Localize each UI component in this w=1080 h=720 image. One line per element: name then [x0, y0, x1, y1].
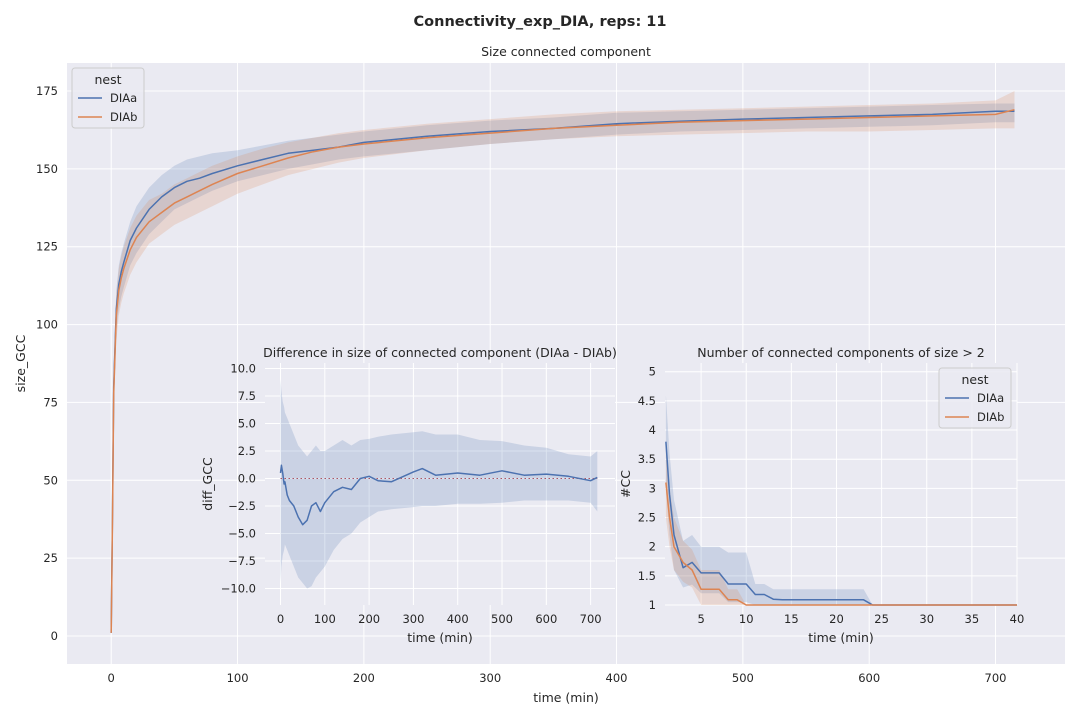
- count-x-tick-label: 30: [919, 612, 934, 626]
- main-y-tick-label: 25: [43, 551, 58, 565]
- count-y-axis-label: #CC: [618, 470, 633, 498]
- main-y-tick-label: 100: [36, 318, 58, 332]
- main-legend: nest DIAa DIAb: [71, 67, 145, 129]
- main-line-DIAb: [110, 108, 1015, 633]
- count-legend-label-DIAa: DIAa: [977, 391, 1004, 405]
- diff-line-DIAa: [279, 464, 598, 526]
- count-y-tick-label: 4.5: [638, 394, 656, 408]
- count-x-tick-label: 20: [829, 612, 844, 626]
- diff-x-tick-label: 700: [580, 612, 602, 626]
- main-legend-frame: [71, 67, 145, 129]
- main-x-tick-label: 600: [858, 671, 880, 685]
- count-legend-label-DIAb: DIAb: [977, 410, 1004, 424]
- count-x-tick-label: 10: [739, 612, 754, 626]
- main-x-tick-label: 400: [606, 671, 628, 685]
- count-x-tick-label: 35: [965, 612, 980, 626]
- main-line-DIAa: [110, 110, 1015, 633]
- main-x-tick-label: 0: [108, 671, 115, 685]
- main-ci-band-DIAa: [111, 103, 1015, 633]
- diff-ci-band-DIAa: [280, 379, 598, 589]
- main-legend-label-DIAa: DIAa: [110, 91, 137, 105]
- main-x-tick-label: 700: [985, 671, 1007, 685]
- count-y-tick-label: 1: [649, 598, 656, 612]
- diff-y-tick-label: 5.0: [238, 417, 256, 431]
- main-x-tick-label: 300: [479, 671, 501, 685]
- diff-y-tick-label: 7.5: [238, 389, 256, 403]
- diff-y-tick-label: −7.5: [228, 554, 256, 568]
- count-line-DIAa: [665, 441, 1017, 606]
- count-x-tick-label: 25: [874, 612, 889, 626]
- count-ci-band-DIAa: [665, 395, 1017, 605]
- diff-x-axis-label: time (min): [407, 630, 473, 645]
- diff-x-tick-label: 100: [314, 612, 336, 626]
- component-count-inset-chart: 5 10 15 20 25 30 35 40 1 1.5 2 2.5 3 3.5 4 4.5 5 Number o…: [618, 345, 1024, 645]
- main-x-axis-label: time (min): [533, 690, 599, 705]
- main-legend-title: nest: [94, 72, 121, 87]
- diff-plot-area: [265, 363, 615, 605]
- main-y-axis-label: size_GCC: [13, 334, 28, 392]
- diff-x-tick-label: 500: [491, 612, 513, 626]
- diff-x-tick-label: 600: [535, 612, 557, 626]
- diff-y-tick-label: −10.0: [221, 582, 256, 596]
- diff-y-tick-label: −5.0: [228, 527, 256, 541]
- main-x-tick-label: 100: [227, 671, 249, 685]
- count-y-tick-label: 1.5: [638, 569, 656, 583]
- diff-x-tick-label: 0: [277, 612, 284, 626]
- count-y-tick-label: 3: [649, 481, 656, 495]
- count-legend: nest DIAa DIAb: [938, 367, 1012, 429]
- diff-y-tick-label: 10.0: [230, 362, 256, 376]
- diff-x-tick-label: 200: [358, 612, 380, 626]
- count-y-tick-label: 2.5: [638, 511, 656, 525]
- figure-suptitle: Connectivity_exp_DIA, reps: 11: [414, 14, 667, 30]
- main-y-tick-label: 50: [43, 473, 58, 487]
- main-y-tick-label: 0: [51, 629, 58, 643]
- diff-x-tick-label: 300: [402, 612, 424, 626]
- count-legend-frame: [938, 367, 1012, 429]
- main-x-tick-label: 500: [732, 671, 754, 685]
- main-y-tick-label: 75: [43, 395, 58, 409]
- difference-inset-chart: 0 100 200 300 400 500 600 700 −10.0 −7.5 −5.0 −2.5 0…: [200, 345, 617, 645]
- diff-y-tick-label: 0.0: [238, 472, 256, 486]
- count-x-tick-label: 15: [784, 612, 799, 626]
- count-x-tick-label: 40: [1010, 612, 1025, 626]
- count-x-tick-label: 5: [697, 612, 704, 626]
- count-y-tick-label: 4: [649, 423, 656, 437]
- main-y-tick-label: 125: [36, 240, 58, 254]
- diff-x-tick-label: 400: [447, 612, 469, 626]
- main-x-tick-label: 200: [353, 671, 375, 685]
- diff-y-tick-label: −2.5: [228, 499, 256, 513]
- count-legend-title: nest: [961, 372, 988, 387]
- main-y-tick-label: 150: [36, 162, 58, 176]
- count-y-tick-label: 3.5: [638, 452, 656, 466]
- main-y-tick-label: 175: [36, 84, 58, 98]
- main-legend-label-DIAb: DIAb: [110, 110, 137, 124]
- count-y-tick-label: 5: [649, 365, 656, 379]
- diff-y-tick-label: 2.5: [238, 444, 256, 458]
- main-title: Size connected component: [481, 44, 651, 59]
- count-y-tick-label: 2: [649, 540, 656, 554]
- diff-y-axis-label: diff_GCC: [200, 457, 215, 511]
- count-line-DIAb: [665, 482, 1017, 606]
- count-title: Number of connected components of size >…: [697, 345, 984, 360]
- count-x-axis-label: time (min): [808, 630, 874, 645]
- diff-title: Difference in size of connected componen…: [263, 345, 617, 360]
